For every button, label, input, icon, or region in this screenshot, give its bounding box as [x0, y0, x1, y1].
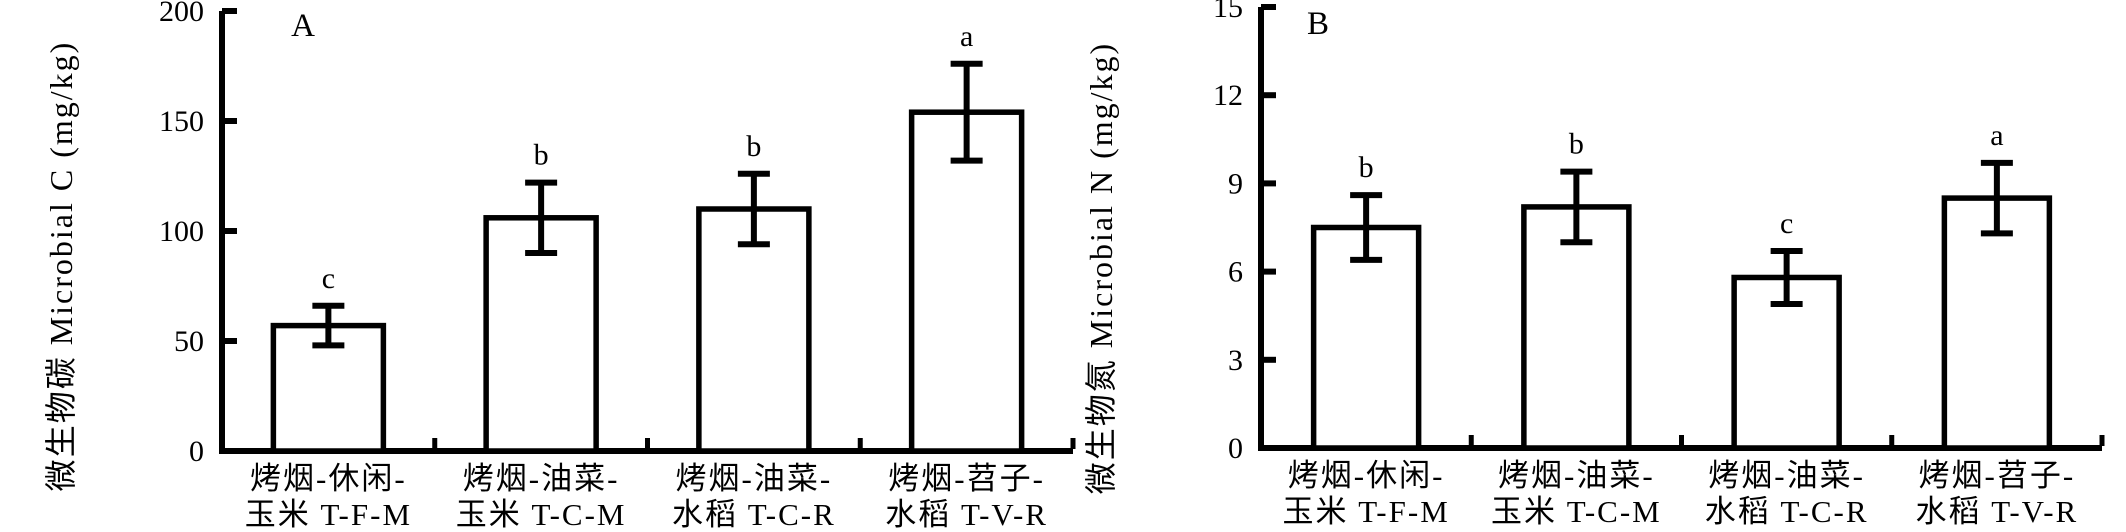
panel-b-sig-letter: b: [1569, 128, 1584, 161]
panel-b-y-axis-label: 微生物氮 Microbial N (mg/kg): [1083, 42, 1119, 494]
panel-a-y-tick-label: 200: [159, 0, 204, 28]
panel-a-category-label-line2: 玉米 T-C-M: [456, 497, 627, 532]
panel-a-y-axis-label: 微生物碳 Microbial C (mg/kg): [43, 41, 79, 492]
panel-b-category-label-line2: 玉米 T-C-M: [1491, 494, 1662, 529]
panel-b-category-label-line2: 水稻 T-C-R: [1705, 494, 1869, 529]
panel-a-sig-letter: b: [534, 139, 549, 172]
panel-b-bar: [1941, 195, 2053, 451]
panel-b-y-tick-label: 0: [1228, 432, 1243, 465]
panel-b-category-label-line1: 烤烟-油菜-: [1708, 458, 1865, 493]
panel-a-bar: [908, 109, 1025, 454]
panel-a-sig-letter: b: [746, 130, 761, 163]
panel-b-bar: [1521, 204, 1632, 451]
panel-a-sig-letter: a: [960, 20, 973, 53]
panel-b-y-tick-label: 15: [1213, 0, 1243, 24]
panel-a-y-tick-label: 0: [189, 435, 204, 468]
panel-b-sig-letter: c: [1780, 207, 1793, 240]
panel-b-category-label-line1: 烤烟-苕子-: [1919, 458, 2076, 493]
panel-b-category-label-line2: 玉米 T-F-M: [1282, 494, 1449, 529]
panel-b-y-tick-label: 9: [1228, 167, 1243, 200]
panel-a-category-label-line2: 水稻 T-C-R: [672, 497, 836, 532]
panel-a-category-label-line1: 烤烟-油菜-: [463, 461, 620, 496]
panel-b-category-label-line1: 烤烟-油菜-: [1498, 458, 1655, 493]
panel-a-category-label-line2: 水稻 T-V-R: [885, 497, 1048, 532]
panel-a-y-tick-label: 50: [174, 325, 204, 358]
panel-b-category-label-line2: 水稻 T-V-R: [1916, 494, 2079, 529]
panel-b-bar: [1310, 224, 1422, 451]
panel-b-sig-letter: b: [1359, 151, 1374, 184]
panel-b-y-tick-label: 3: [1228, 344, 1243, 377]
panel-b-y-tick-label: 6: [1228, 256, 1243, 289]
panel-b-y-tick-label: 12: [1213, 79, 1243, 112]
panel-a-sig-letter: c: [322, 262, 335, 295]
panel-b-sig-letter: a: [1990, 119, 2003, 152]
panel-a-letter: A: [291, 8, 315, 44]
panel-a-category-label-line1: 烤烟-休闲-: [250, 461, 407, 496]
panel-a-y-tick-label: 150: [159, 105, 204, 138]
panel-a-y-tick-label: 100: [159, 215, 204, 248]
panel-a-category-label-line1: 烤烟-油菜-: [676, 461, 833, 496]
panel-b-letter: B: [1307, 6, 1329, 42]
panel-a-category-label-line2: 玉米 T-F-M: [245, 497, 412, 532]
panel-a-category-label-line1: 烤烟-苕子-: [888, 461, 1045, 496]
panel-a-bar: [696, 206, 812, 454]
panel-b-category-label-line1: 烤烟-休闲-: [1288, 458, 1445, 493]
